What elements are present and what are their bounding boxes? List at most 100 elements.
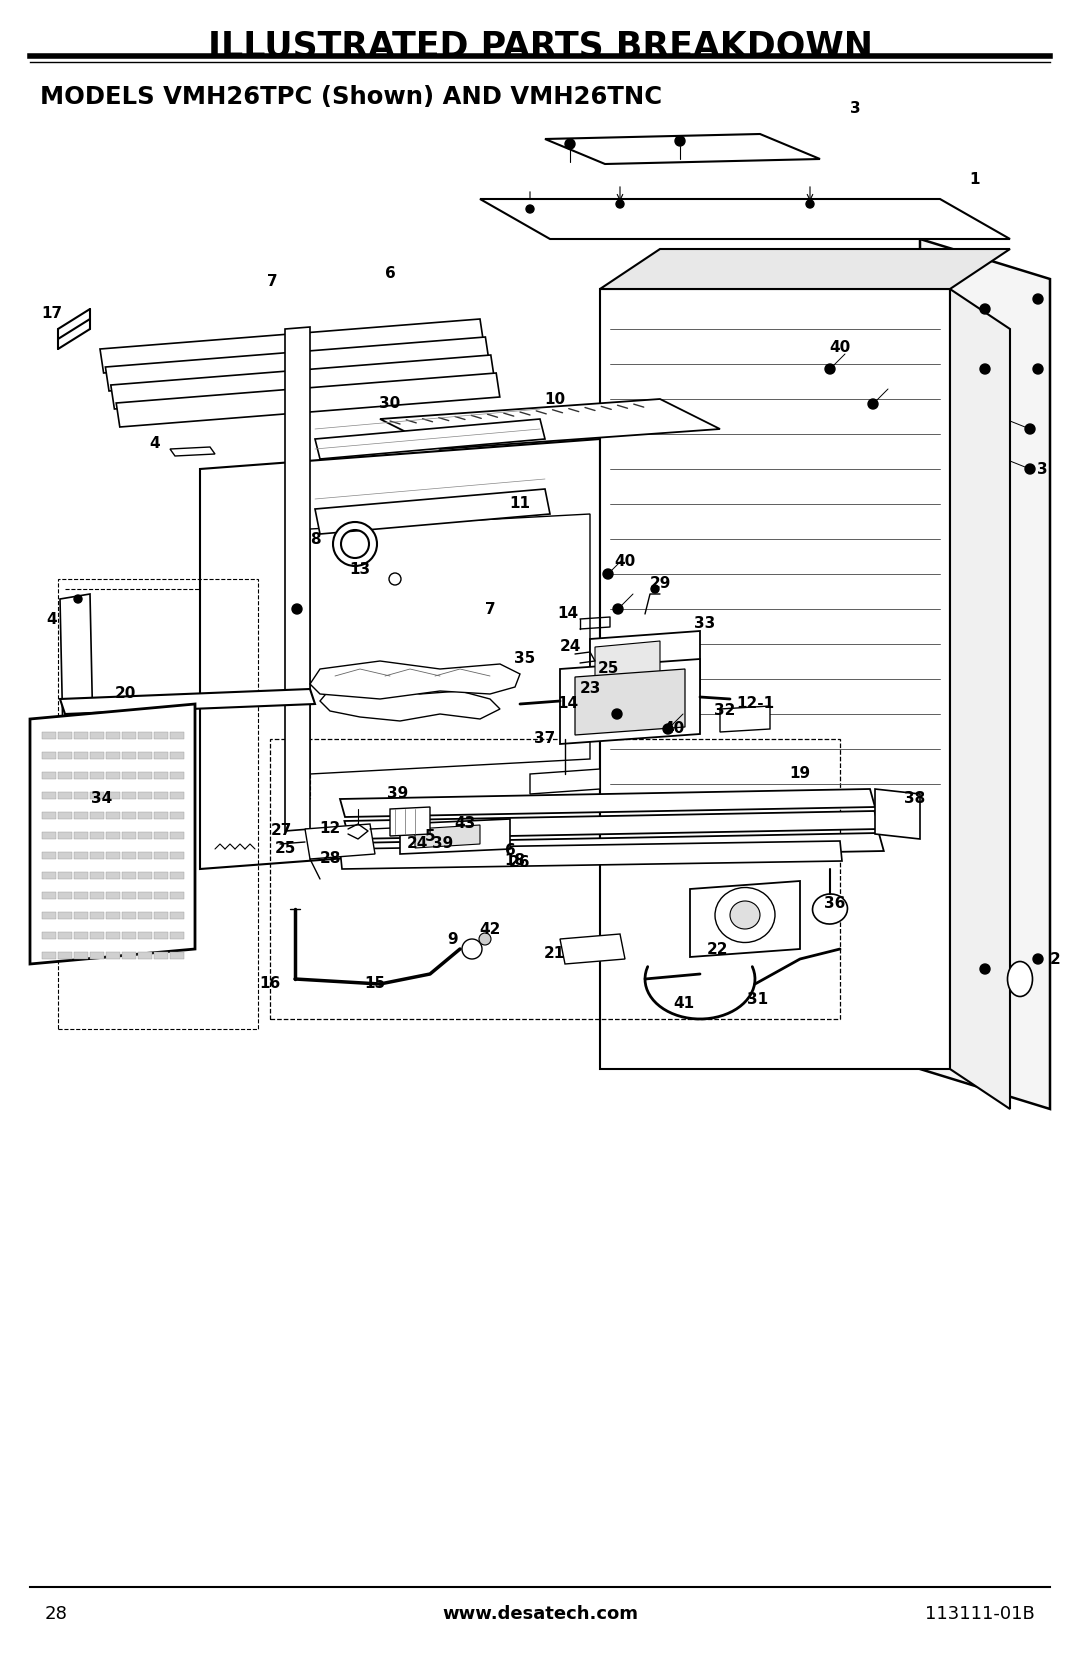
- Circle shape: [1032, 294, 1043, 304]
- Bar: [138, 891, 152, 900]
- Bar: [170, 951, 184, 960]
- Bar: [106, 871, 120, 880]
- Polygon shape: [340, 841, 842, 870]
- Polygon shape: [170, 447, 215, 456]
- Text: 24: 24: [559, 639, 581, 654]
- Bar: [75, 773, 87, 779]
- Polygon shape: [950, 289, 1010, 1108]
- Bar: [138, 851, 152, 860]
- Polygon shape: [349, 833, 883, 861]
- Circle shape: [1025, 424, 1035, 434]
- Polygon shape: [106, 337, 489, 391]
- Circle shape: [1032, 364, 1043, 374]
- Bar: [122, 891, 136, 900]
- Text: 5: 5: [424, 829, 435, 845]
- Circle shape: [651, 586, 659, 592]
- Polygon shape: [875, 789, 920, 840]
- Polygon shape: [310, 661, 519, 699]
- Polygon shape: [305, 824, 375, 860]
- Polygon shape: [380, 399, 720, 449]
- Text: ILLUSTRATED PARTS BREAKDOWN: ILLUSTRATED PARTS BREAKDOWN: [207, 30, 873, 63]
- Bar: [42, 773, 56, 779]
- Bar: [106, 813, 120, 819]
- Polygon shape: [315, 489, 550, 534]
- Bar: [58, 753, 72, 759]
- Bar: [90, 891, 104, 900]
- Text: 39: 39: [432, 836, 454, 851]
- Polygon shape: [575, 669, 685, 734]
- Circle shape: [75, 596, 82, 603]
- Bar: [170, 773, 184, 779]
- Text: 25: 25: [597, 661, 619, 676]
- Bar: [75, 813, 87, 819]
- Bar: [58, 911, 72, 920]
- Bar: [170, 911, 184, 920]
- Circle shape: [565, 139, 575, 149]
- Polygon shape: [545, 134, 820, 164]
- Text: 42: 42: [480, 921, 501, 936]
- Polygon shape: [111, 355, 495, 409]
- Polygon shape: [600, 249, 1010, 289]
- Bar: [90, 773, 104, 779]
- Polygon shape: [530, 769, 600, 794]
- Text: 14: 14: [557, 606, 579, 621]
- Text: 22: 22: [707, 941, 729, 956]
- Circle shape: [292, 604, 302, 614]
- Bar: [154, 951, 168, 960]
- Circle shape: [526, 205, 534, 214]
- Text: 12-1: 12-1: [735, 696, 774, 711]
- Polygon shape: [595, 641, 660, 679]
- Text: 1: 1: [970, 172, 981, 187]
- Polygon shape: [60, 594, 95, 831]
- Bar: [75, 951, 87, 960]
- Bar: [42, 851, 56, 860]
- Bar: [122, 833, 136, 840]
- Bar: [42, 871, 56, 880]
- Text: 38: 38: [904, 791, 926, 806]
- Text: 40: 40: [663, 721, 685, 736]
- Bar: [58, 813, 72, 819]
- Bar: [75, 753, 87, 759]
- Bar: [122, 793, 136, 799]
- Bar: [106, 911, 120, 920]
- Bar: [42, 753, 56, 759]
- Bar: [138, 911, 152, 920]
- Bar: [58, 851, 72, 860]
- Bar: [58, 833, 72, 840]
- Text: 4: 4: [150, 437, 160, 452]
- Bar: [122, 951, 136, 960]
- Bar: [106, 753, 120, 759]
- Bar: [90, 911, 104, 920]
- Bar: [138, 833, 152, 840]
- Circle shape: [480, 933, 491, 945]
- Bar: [154, 891, 168, 900]
- Bar: [138, 733, 152, 739]
- Bar: [106, 773, 120, 779]
- Bar: [90, 833, 104, 840]
- Polygon shape: [590, 631, 700, 698]
- Circle shape: [980, 364, 990, 374]
- Bar: [138, 793, 152, 799]
- Text: 33: 33: [694, 616, 716, 631]
- Text: 40: 40: [615, 554, 636, 569]
- Text: 3: 3: [1037, 462, 1048, 477]
- Text: 18: 18: [504, 853, 526, 868]
- Polygon shape: [117, 372, 500, 427]
- Bar: [106, 733, 120, 739]
- Text: www.desatech.com: www.desatech.com: [442, 1606, 638, 1622]
- Circle shape: [806, 200, 814, 209]
- Bar: [122, 813, 136, 819]
- Bar: [75, 733, 87, 739]
- Text: 14: 14: [557, 696, 579, 711]
- Polygon shape: [480, 199, 1010, 239]
- Bar: [42, 793, 56, 799]
- Bar: [58, 891, 72, 900]
- Circle shape: [980, 965, 990, 975]
- Bar: [58, 793, 72, 799]
- Text: 3: 3: [850, 102, 861, 117]
- Bar: [138, 753, 152, 759]
- Text: 21: 21: [543, 946, 565, 961]
- Text: 8: 8: [310, 531, 321, 546]
- Ellipse shape: [730, 901, 760, 930]
- Polygon shape: [320, 684, 500, 721]
